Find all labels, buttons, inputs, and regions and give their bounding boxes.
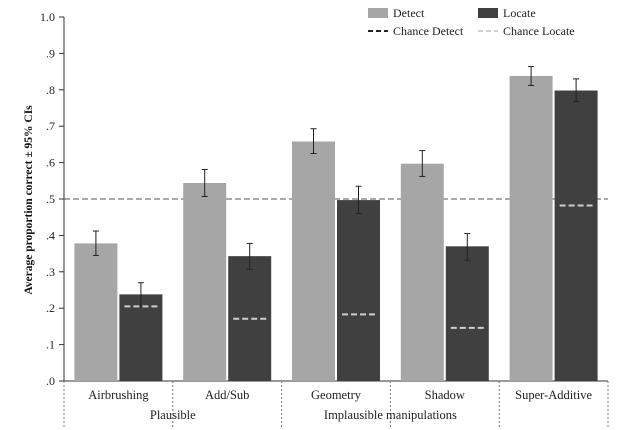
category-label: Airbrushing — [88, 388, 149, 402]
legend-detect-label: Detect — [393, 6, 425, 20]
legend-locate-label: Locate — [503, 6, 536, 20]
axes: .0 .1 .2 .3 .4 .5 .6 .7 .8 .9 1.0 — [40, 10, 608, 388]
y-tick-label: 1.0 — [40, 10, 55, 24]
category-label: Shadow — [425, 388, 465, 402]
bar-detect-super-additive — [509, 75, 553, 381]
legend-chance-locate-label: Chance Locate — [503, 24, 575, 38]
bar-locate-geometry — [337, 200, 380, 381]
bar-detect-airbrushing — [74, 243, 118, 381]
error-bars-layer — [92, 66, 580, 307]
category-label: Super-Additive — [515, 388, 592, 402]
bar-locate-airbrushing — [119, 294, 163, 381]
legend-detect-swatch — [368, 8, 388, 18]
legend-locate-swatch — [478, 8, 498, 18]
category-label: Add/Sub — [205, 388, 249, 402]
category-labels-layer: Airbrushing Add/Sub Geometry Shadow Super-Ad… — [63, 381, 609, 428]
legend-chance-detect-label: Chance Detect — [393, 24, 464, 38]
bar-detect-geometry — [292, 141, 335, 381]
y-tick-label: .9 — [46, 46, 55, 60]
y-tick-label: .7 — [46, 119, 55, 133]
bar-locate-shadow — [445, 246, 489, 381]
bar-detect-add-sub — [183, 182, 227, 381]
y-tick-label: .5 — [46, 192, 55, 206]
y-tick-label: .4 — [46, 228, 55, 242]
chance-locate-layer — [124, 204, 593, 329]
y-tick-label: .8 — [46, 83, 55, 97]
category-label: Geometry — [311, 388, 362, 402]
y-tick-label: .3 — [46, 265, 55, 279]
group-label: Implausible manipulations — [324, 408, 457, 422]
y-axis-title: Average proportion correct ± 95% CIs — [23, 105, 35, 295]
y-tick-label: .0 — [46, 374, 55, 388]
y-tick-label: .2 — [46, 301, 55, 315]
group-label: Plausible — [150, 408, 196, 422]
bars-layer — [74, 75, 598, 381]
y-tick-label: .6 — [46, 156, 55, 170]
bar-detect-shadow — [400, 163, 444, 381]
legend: Detect Locate Chance Detect Chance Locate — [368, 6, 575, 38]
y-tick-label: .1 — [46, 338, 55, 352]
bar-locate-super-additive — [554, 90, 598, 381]
